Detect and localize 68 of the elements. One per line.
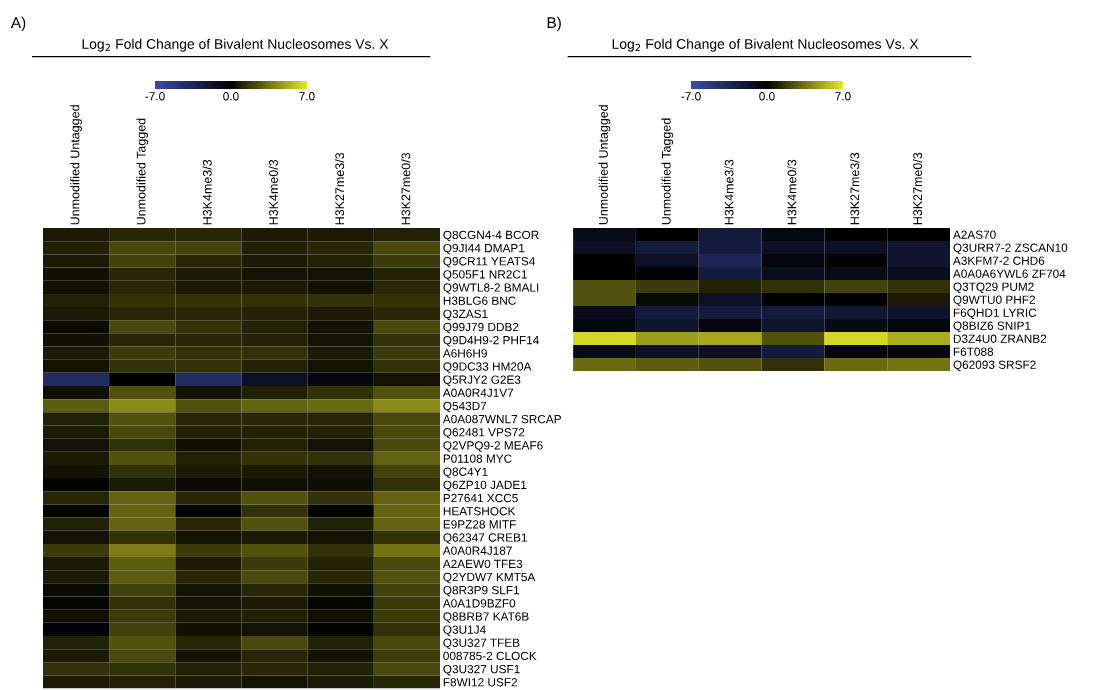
y-tick-label: Q3URR7-2 ZSCAN10 [953, 243, 1068, 254]
color-bar-label: 0.0 [223, 92, 239, 101]
color-bar-label: 0.0 [759, 92, 775, 101]
color-bar-label: -7.0 [681, 92, 701, 101]
y-tick-label: Q3ZAS1 [443, 309, 488, 321]
y-tick-label: Q8BRB7 KAT6B [443, 612, 529, 623]
x-tick-label: H3K27me3/3 [334, 152, 345, 225]
y-tick-label: Q62481 VPS72 [443, 428, 525, 439]
y-tick-label: Q2VPQ9-2 MEAF6 [443, 441, 543, 452]
x-tick-label: H3K4me3/3 [202, 159, 212, 225]
y-tick-label: Q9DC33 HM20A [443, 362, 532, 373]
y-tick-label: A3KFM7-2 CHD6 [952, 256, 1045, 265]
y-tick-label: F6QHD1 LYRIC [953, 308, 1037, 320]
y-tick-label: Q62093 SRSF2 [953, 360, 1036, 372]
x-tick-label: H3K4me0/3 [787, 159, 797, 225]
y-tick-label: Q2YDW7 KMT5A [443, 572, 536, 584]
y-tick-label: A0A0A6YWL6 ZF704 [952, 269, 1066, 278]
text: A) [10, 16, 26, 32]
y-tick-label: Q3U327 USF1 [443, 664, 520, 676]
y-tick-label: A2AEW0 TFE3 [442, 559, 523, 569]
y-tick-label: Q505F1 NR2C1 [443, 270, 527, 281]
x-tick-label: H3K27me0/3 [912, 152, 923, 225]
y-tick-label: P27641 XCC5 [443, 493, 518, 503]
y-tick-label: D3Z4U0 ZRANB2 [953, 334, 1047, 343]
x-tick-label: Unmodified Tagged [136, 118, 149, 225]
text: B) [547, 16, 561, 32]
y-tick-label: Q6ZP10 JADE1 [443, 480, 527, 492]
y-tick-label: A0A087WNL7 SRCAP [442, 414, 561, 424]
y-tick-label: F6T088 [953, 347, 994, 356]
y-tick-label: P01108 MYC [443, 454, 512, 463]
y-tick-label: Q9WTU0 PHF2 [953, 295, 1035, 306]
y-tick-label: A0A0R4J187 [442, 546, 512, 555]
color-bar-label: 7.0 [299, 92, 315, 101]
y-tick-label: Q8C4Y1 [443, 467, 488, 479]
y-tick-label: A6H6H9 [442, 349, 487, 358]
chart-title: Log$_{2}$ Fold Change of Bivalent Nucleosomes Vs. X [82, 38, 389, 52]
y-tick-label: Q3TQ29 PUM2 [953, 282, 1034, 293]
y-tick-label: Q5RJY2 G2E3 [443, 375, 521, 386]
y-tick-label: A0A0R4J1V7 [442, 388, 514, 397]
y-tick-label: Q543D7 [443, 401, 487, 413]
y-tick-label: A2AS70 [952, 230, 996, 239]
y-tick-label: H3BLG6 BNC [443, 296, 516, 305]
x-tick-label: Unmodified Tagged [661, 118, 674, 225]
y-tick-label: Q62347 CREB1 [443, 533, 527, 544]
y-tick-label: Q99J79 DDB2 [443, 322, 519, 334]
y-tick-label: Q9CR11 YEATS4 [443, 257, 536, 268]
y-tick-label: Q8R3P9 SLF1 [443, 585, 520, 597]
y-tick-label: F8WI12 USF2 [443, 678, 518, 687]
y-tick-label: Q9D4H9-2 PHF14 [443, 335, 539, 347]
y-tick-label: Q9JI44 DMAP1 [443, 243, 525, 255]
y-tick-label: Q3U1J4 [443, 625, 486, 636]
y-tick-label: 008785-2 CLOCK [443, 651, 537, 661]
x-tick-label: H3K27me0/3 [401, 152, 411, 225]
y-tick-label: HEATSHOCK [443, 507, 516, 516]
x-tick-label: Unmodified Untagged [70, 105, 82, 225]
y-tick-label: Q3U327 TFEB [443, 638, 520, 650]
y-tick-label: A0A1D9BZF0 [442, 599, 516, 608]
y-tick-label: Q9WTL8-2 BMALI [443, 283, 539, 294]
y-tick-label: Q8BIZ6 SNIP1 [953, 321, 1031, 333]
y-tick-label: E9PZ28 MITF [443, 520, 516, 529]
color-bar-label: 7.0 [835, 92, 851, 101]
y-tick-label: Q8CGN4-4 BCOR [443, 230, 539, 242]
x-tick-label: H3K4me0/3 [268, 159, 278, 225]
color-bar-label: -7.0 [145, 92, 165, 101]
x-tick-label: H3K27me3/3 [850, 152, 860, 225]
chart-title: Log$_{2}$ Fold Change of Bivalent Nucleosomes Vs. X [612, 38, 919, 52]
x-tick-label: H3K4me3/3 [724, 159, 734, 225]
x-tick-label: Unmodified Untagged [598, 105, 611, 225]
